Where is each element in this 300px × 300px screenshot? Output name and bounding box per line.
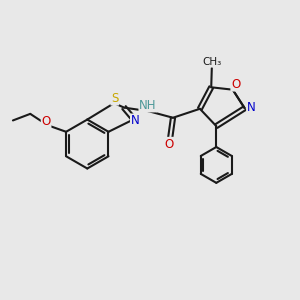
Text: N: N bbox=[131, 114, 140, 127]
Text: N: N bbox=[247, 101, 256, 114]
Text: O: O bbox=[164, 137, 173, 151]
Text: NH: NH bbox=[139, 99, 157, 112]
Text: S: S bbox=[111, 92, 118, 105]
Text: O: O bbox=[231, 78, 240, 91]
Text: CH₃: CH₃ bbox=[203, 57, 222, 67]
Text: O: O bbox=[41, 115, 51, 128]
